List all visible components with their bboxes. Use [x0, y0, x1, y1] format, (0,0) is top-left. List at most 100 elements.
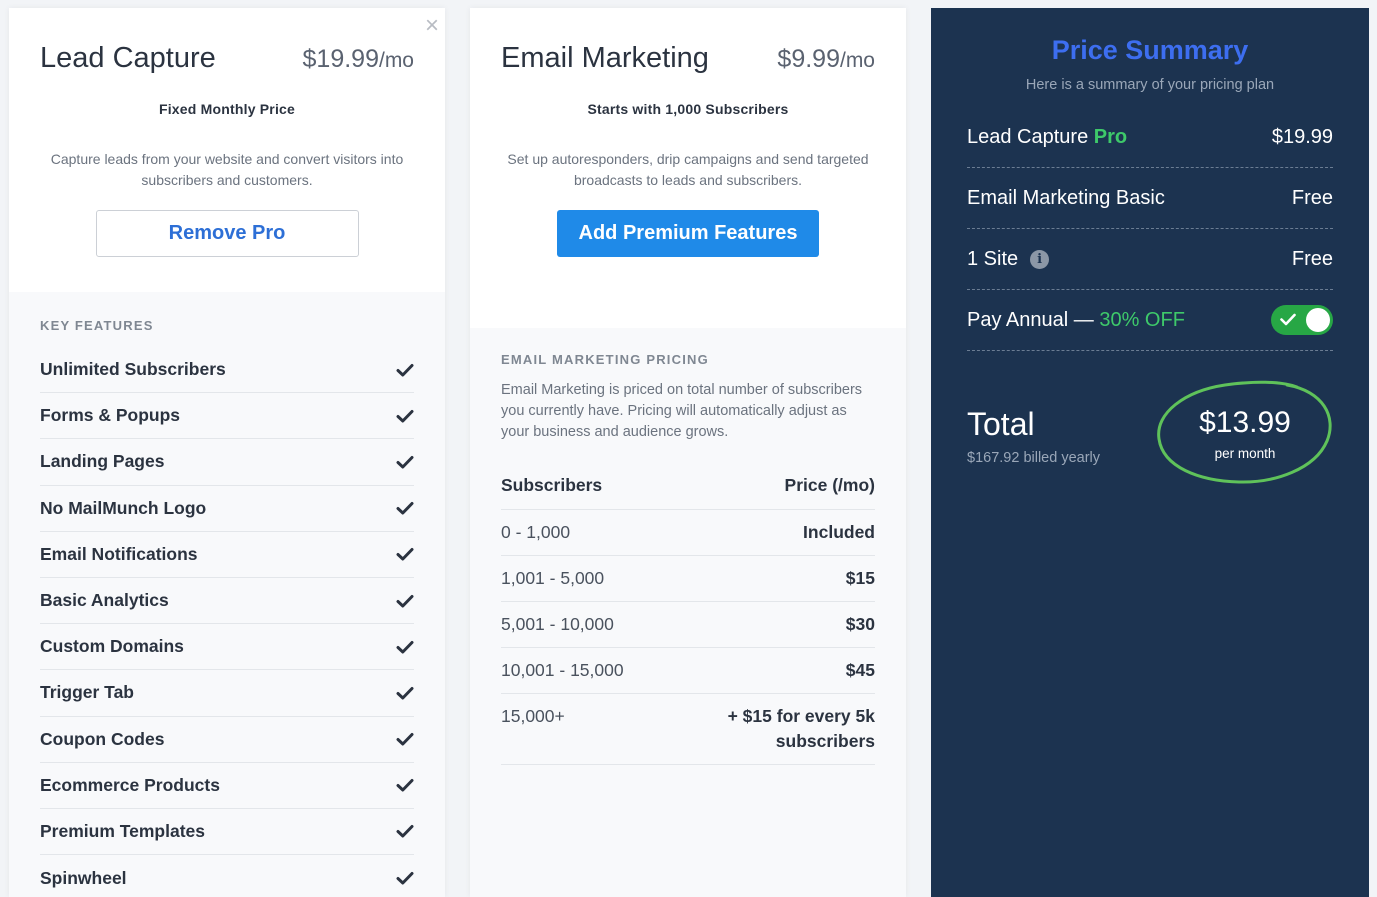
email-pricing-heading: EMAIL MARKETING PRICING [501, 352, 709, 367]
tier-range: 1,001 - 5,000 [501, 555, 715, 602]
check-icon [396, 363, 414, 377]
feature-label: Premium Templates [40, 820, 206, 841]
feature-label: Ecommerce Products [40, 774, 220, 795]
feature-label: Landing Pages [40, 451, 165, 472]
email-card-top: Email Marketing $9.99/mo Starts with 1,0… [470, 8, 906, 257]
summary-row-value: Free [1291, 186, 1333, 209]
email-pricing-description: Email Marketing is priced on total numbe… [501, 382, 863, 440]
billed-yearly-text: $167.92 billed yearly [967, 450, 1101, 466]
feature-label: No MailMunch Logo [40, 497, 207, 518]
total-price: $13.99 [1199, 406, 1291, 439]
summary-row-sites: 1 Site i Free [967, 229, 1333, 290]
feature-item: Trigger Tab [40, 670, 414, 717]
pay-annual-dash: — [1068, 308, 1100, 331]
summary-row-value: Free [1291, 247, 1333, 270]
tier-price: + $15 for every 5k subscribers [715, 693, 875, 765]
check-icon [396, 872, 414, 885]
feature-label: Spinwheel [40, 867, 127, 888]
check-icon [396, 594, 414, 608]
pricing-table: Subscribers Price (/mo) 0 - 1,000 Includ… [501, 463, 875, 765]
check-icon [396, 409, 414, 423]
feature-label: Basic Analytics [40, 590, 169, 611]
email-card-title: Email Marketing [501, 42, 709, 74]
lead-price-amount: $19.99 [302, 45, 379, 73]
summary-title: Price Summary [1051, 35, 1249, 65]
feature-item: Coupon Codes [40, 717, 414, 763]
feature-list: Unlimited Subscribers Forms & Popups Landi… [40, 347, 414, 897]
total-label: Total [967, 406, 1035, 442]
feature-label: Custom Domains [40, 636, 184, 657]
tier-price: $15 [715, 555, 875, 602]
feature-item: No MailMunch Logo [40, 486, 414, 532]
per-month-text: per month [1214, 446, 1276, 461]
summary-rows: Lead Capture Pro $19.99 Email Marketing … [967, 107, 1333, 351]
add-premium-features-button[interactable]: Add Premium Features [557, 210, 819, 257]
lead-price-unit: /mo [378, 49, 414, 72]
table-row: 1,001 - 5,000 $15 [501, 555, 875, 602]
price-summary-panel: Price Summary Here is a summary of your … [931, 8, 1369, 897]
feature-label: Coupon Codes [40, 728, 165, 749]
remove-pro-button[interactable]: Remove Pro [95, 210, 359, 257]
summary-row-value: $19.99 [1271, 125, 1333, 148]
lead-card-title: Lead Capture [40, 42, 216, 74]
feature-item: Forms & Popups [40, 393, 414, 440]
check-icon [396, 548, 414, 561]
table-row: 10,001 - 15,000 $45 [501, 647, 875, 694]
close-icon[interactable]: × [424, 12, 439, 39]
check-icon [396, 779, 414, 792]
lead-card-top: × Lead Capture $19.99/mo Fixed Monthly P… [9, 8, 445, 257]
lead-card-subtitle: Fixed Monthly Price [158, 101, 296, 117]
summary-row-email-marketing: Email Marketing Basic Free [967, 168, 1333, 229]
table-row: 0 - 1,000 Included [501, 509, 875, 556]
email-card-price: $9.99/mo [777, 45, 875, 74]
summary-row-label: Email Marketing Basic [967, 186, 1165, 209]
feature-label: Unlimited Subscribers [40, 359, 226, 380]
feature-label: Forms & Popups [40, 405, 181, 426]
email-price-amount: $9.99 [777, 45, 840, 73]
price-column-header: Price (/mo) [715, 463, 875, 510]
feature-item: Unlimited Subscribers [40, 347, 414, 394]
pay-annual-label: Pay Annual — 30% OFF [967, 309, 1185, 332]
tier-price: $45 [715, 647, 875, 694]
info-icon[interactable]: i [1030, 249, 1050, 269]
email-price-unit: /mo [839, 49, 875, 72]
lead-card-header: Lead Capture $19.99/mo [40, 8, 414, 75]
discount-label: 30% OFF [1099, 308, 1185, 331]
tier-range: 5,001 - 10,000 [501, 601, 715, 648]
subscribers-column-header: Subscribers [501, 463, 715, 510]
tier-price: $30 [715, 601, 875, 648]
email-card-description: Set up autoresponders, drip campaigns an… [507, 151, 869, 188]
check-icon [396, 455, 414, 469]
feature-item: Custom Domains [40, 624, 414, 671]
feature-item: Premium Templates [40, 809, 414, 856]
table-row: 5,001 - 10,000 $30 [501, 601, 875, 648]
tier-range: 15,000+ [501, 693, 715, 765]
tier-range: 0 - 1,000 [501, 509, 715, 556]
email-marketing-card: Email Marketing $9.99/mo Starts with 1,0… [470, 8, 906, 897]
feature-item: Landing Pages [40, 439, 414, 486]
check-icon [1280, 313, 1296, 326]
summary-row-label: 1 Site i [967, 247, 1050, 271]
check-icon [396, 825, 414, 838]
summary-row-lead-capture: Lead Capture Pro $19.99 [967, 107, 1333, 168]
hand-drawn-circle-icon [1157, 380, 1332, 484]
lead-capture-card: × Lead Capture $19.99/mo Fixed Monthly P… [9, 8, 445, 897]
lead-card-price: $19.99/mo [303, 45, 414, 74]
summary-subtitle: Here is a summary of your pricing plan [1025, 77, 1275, 93]
key-features-heading: KEY FEATURES [40, 318, 154, 333]
feature-label: Email Notifications [40, 543, 198, 564]
toggle-knob [1306, 308, 1330, 332]
pay-annual-toggle[interactable] [1271, 305, 1333, 335]
sites-label: 1 Site [967, 247, 1019, 270]
email-card-header: Email Marketing $9.99/mo [501, 8, 875, 75]
feature-item: Email Notifications [40, 532, 414, 578]
tier-price: Included [715, 509, 875, 556]
pay-annual-text: Pay Annual [967, 308, 1069, 331]
summary-row-label: Lead Capture Pro [967, 126, 1127, 149]
check-icon [396, 733, 414, 746]
check-icon [396, 502, 414, 515]
lead-capture-label: Lead Capture [967, 125, 1089, 148]
feature-item: Spinwheel [40, 855, 414, 897]
key-features-section: KEY FEATURES Unlimited Subscribers Forms … [9, 292, 445, 897]
lead-card-description: Capture leads from your website and conv… [50, 151, 404, 188]
